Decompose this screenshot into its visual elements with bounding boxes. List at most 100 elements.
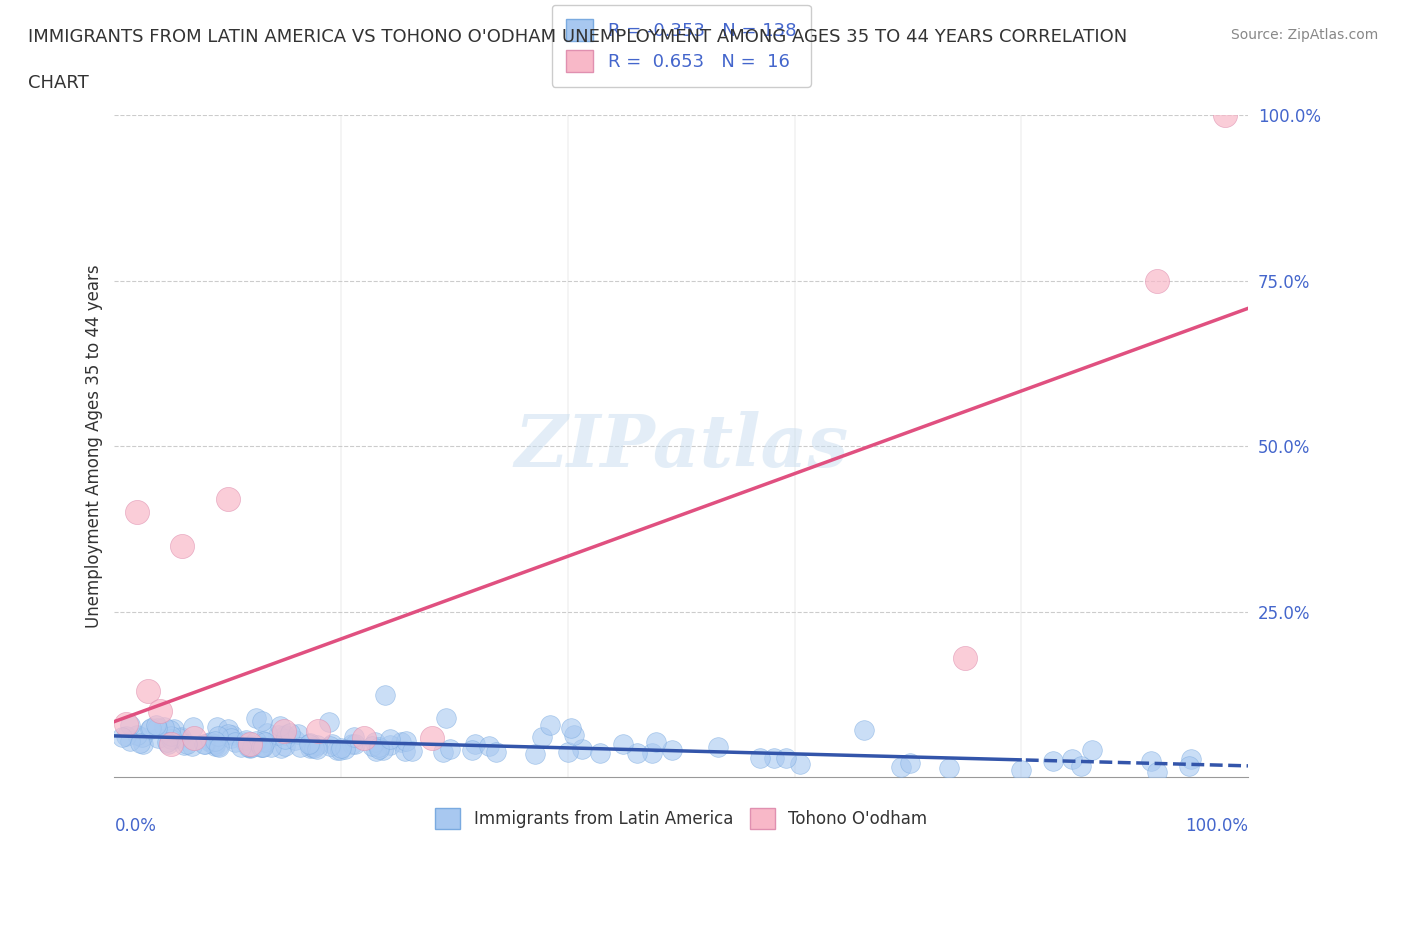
Point <box>1178 759 1201 774</box>
Point <box>269 719 291 734</box>
Point <box>319 738 342 753</box>
Point <box>524 747 547 762</box>
Point <box>626 746 648 761</box>
Point <box>439 741 461 756</box>
Point <box>531 730 554 745</box>
Point <box>252 739 274 754</box>
Point <box>129 736 152 751</box>
Point <box>125 505 148 520</box>
Point <box>250 713 273 728</box>
Point <box>111 729 134 744</box>
Point <box>371 742 394 757</box>
Point <box>1010 763 1032 777</box>
Point <box>612 737 634 751</box>
Point <box>183 719 205 734</box>
Point <box>207 739 229 754</box>
Point <box>204 737 226 751</box>
Point <box>661 743 683 758</box>
Point <box>645 735 668 750</box>
Point <box>374 687 396 702</box>
Point <box>239 740 262 755</box>
Point <box>1213 108 1236 123</box>
Point <box>557 745 579 760</box>
Point <box>198 734 221 749</box>
Point <box>160 729 183 744</box>
Point <box>145 721 167 736</box>
Point <box>205 720 228 735</box>
Point <box>253 735 276 750</box>
Point <box>245 711 267 725</box>
Point <box>318 714 340 729</box>
Point <box>148 731 170 746</box>
Point <box>432 745 454 760</box>
Point <box>299 736 322 751</box>
Point <box>217 726 239 741</box>
Point <box>204 738 226 753</box>
Point <box>219 730 242 745</box>
Point <box>560 721 582 736</box>
Point <box>273 724 295 738</box>
Point <box>273 727 295 742</box>
Point <box>953 651 976 666</box>
Text: 0.0%: 0.0% <box>114 817 156 835</box>
Point <box>217 722 239 737</box>
Point <box>571 741 593 756</box>
Point <box>329 742 352 757</box>
Point <box>538 718 561 733</box>
Point <box>238 739 260 754</box>
Point <box>138 722 160 737</box>
Point <box>464 737 486 751</box>
Point <box>238 739 260 754</box>
Point <box>217 492 239 507</box>
Y-axis label: Unemployment Among Ages 35 to 44 years: Unemployment Among Ages 35 to 44 years <box>86 264 103 628</box>
Point <box>278 725 301 740</box>
Text: ZIPatlas: ZIPatlas <box>515 411 848 482</box>
Point <box>1180 751 1202 766</box>
Point <box>321 737 343 751</box>
Point <box>1146 273 1168 288</box>
Point <box>890 760 912 775</box>
Point <box>233 735 256 750</box>
Point <box>249 739 271 754</box>
Point <box>789 756 811 771</box>
Point <box>401 743 423 758</box>
Point <box>762 751 785 766</box>
Point <box>193 737 215 751</box>
Point <box>224 735 246 750</box>
Point <box>245 734 267 749</box>
Point <box>273 739 295 754</box>
Point <box>330 740 353 755</box>
Point <box>461 743 484 758</box>
Point <box>156 737 179 751</box>
Point <box>260 739 283 754</box>
Point <box>366 744 388 759</box>
Point <box>367 739 389 754</box>
Point <box>114 717 136 732</box>
Point <box>389 735 412 750</box>
Point <box>120 733 142 748</box>
Point <box>160 737 183 751</box>
Point <box>153 720 176 735</box>
Point <box>307 724 329 738</box>
Point <box>145 718 167 733</box>
Text: Source: ZipAtlas.com: Source: ZipAtlas.com <box>1230 28 1378 42</box>
Point <box>562 728 585 743</box>
Point <box>267 728 290 743</box>
Point <box>364 735 387 750</box>
Point <box>141 721 163 736</box>
Point <box>395 734 418 749</box>
Point <box>394 743 416 758</box>
Point <box>485 745 508 760</box>
Point <box>1062 752 1084 767</box>
Point <box>1070 759 1092 774</box>
Point <box>287 726 309 741</box>
Point <box>173 737 195 752</box>
Point <box>250 739 273 754</box>
Point <box>938 761 960 776</box>
Point <box>162 722 184 737</box>
Point <box>131 730 153 745</box>
Point <box>183 730 205 745</box>
Point <box>288 739 311 754</box>
Point <box>342 730 364 745</box>
Point <box>344 737 367 751</box>
